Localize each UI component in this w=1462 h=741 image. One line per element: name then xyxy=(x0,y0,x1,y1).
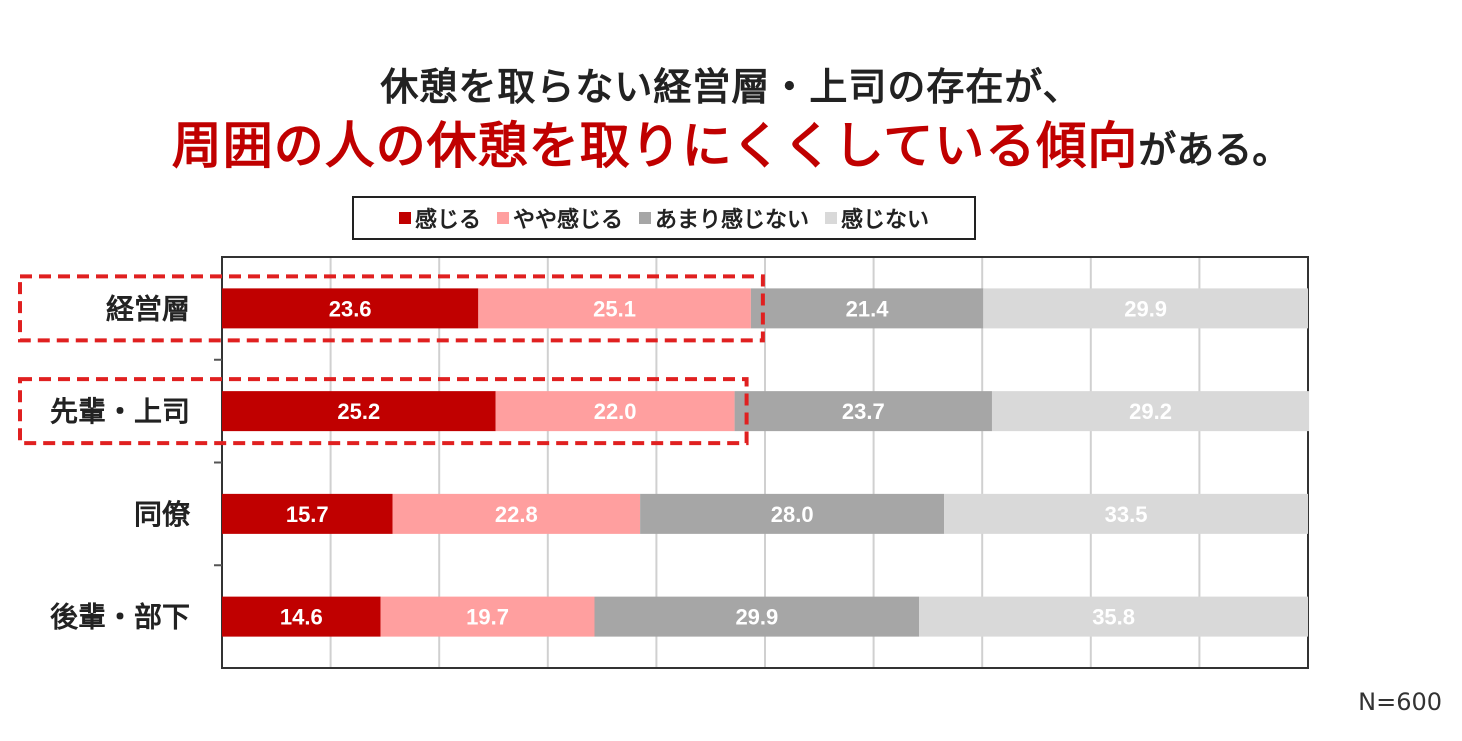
data-label: 28.0 xyxy=(771,502,814,527)
data-label: 25.2 xyxy=(337,399,380,424)
legend-label: 感じない xyxy=(841,208,930,233)
legend-swatch-3 xyxy=(825,212,838,224)
data-label: 29.9 xyxy=(1124,296,1167,321)
data-label: 22.0 xyxy=(594,399,637,424)
data-label: 25.1 xyxy=(593,296,636,321)
sample-size-note: N=600 xyxy=(1358,688,1442,716)
bar-segment xyxy=(222,391,496,432)
legend-swatch-2 xyxy=(639,212,651,224)
data-label: 29.2 xyxy=(1129,399,1172,424)
bar-segment xyxy=(495,391,735,432)
category-label: 経営層 xyxy=(106,292,190,325)
data-label: 21.4 xyxy=(846,296,890,321)
bar-segment xyxy=(222,288,479,329)
bar-segment xyxy=(944,493,1308,534)
data-label: 35.8 xyxy=(1092,605,1135,630)
data-label: 22.8 xyxy=(495,502,538,527)
bar-segment xyxy=(380,596,595,637)
bar-segment xyxy=(750,288,984,329)
bar-segment xyxy=(919,596,1308,637)
legend-item: やや感じる xyxy=(496,202,623,234)
bar-segment xyxy=(640,493,945,534)
highlight-box xyxy=(18,274,765,343)
highlight-box xyxy=(18,377,749,446)
title-rest: がある。 xyxy=(1138,128,1291,172)
legend-label: 感じる xyxy=(414,208,481,233)
data-label: 29.9 xyxy=(735,605,778,630)
legend-label: やや感じる xyxy=(512,208,623,233)
data-label: 19.7 xyxy=(466,605,509,630)
legend-swatch-1 xyxy=(496,212,509,224)
legend-label: あまり感じない xyxy=(655,208,810,233)
data-label: 33.5 xyxy=(1105,502,1148,527)
legend-swatch-0 xyxy=(398,212,411,224)
title-highlight: 周囲の人の休憩を取りにくくしている傾向 xyxy=(171,117,1139,175)
data-label: 23.6 xyxy=(329,296,372,321)
chart-legend: 感じる やや感じる あまり感じない 感じない xyxy=(352,196,976,240)
data-label: 14.6 xyxy=(280,605,323,630)
data-label: 15.7 xyxy=(286,502,329,527)
bar-segment xyxy=(478,288,751,329)
category-label: 先輩・上司 xyxy=(50,395,190,428)
category-label: 後輩・部下 xyxy=(50,601,190,634)
bar-segment xyxy=(222,596,381,637)
bar-segment xyxy=(392,493,641,534)
bar-segment xyxy=(734,391,992,432)
bar-segment xyxy=(594,596,920,637)
data-label: 23.7 xyxy=(842,399,885,424)
legend-item: 感じない xyxy=(825,202,929,234)
bar-segment xyxy=(983,288,1308,329)
bar-segment xyxy=(222,493,393,534)
category-label: 同僚 xyxy=(134,498,191,531)
title-line-2: 周囲の人の休憩を取りにくくしている傾向がある。 xyxy=(0,106,1462,178)
bar-segment xyxy=(991,391,1310,432)
legend-item: 感じる xyxy=(398,202,481,234)
legend-item: あまり感じない xyxy=(639,202,809,234)
title-line-1: 休憩を取らない経営層・上司の存在が、 xyxy=(380,65,1082,109)
